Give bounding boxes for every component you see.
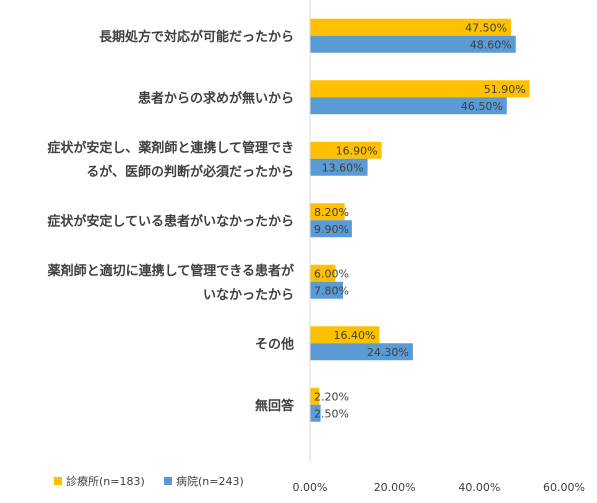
data-label: 2.50% bbox=[314, 407, 349, 420]
data-label: 6.00% bbox=[314, 267, 349, 280]
clinic-bar bbox=[310, 264, 336, 282]
data-label: 16.40% bbox=[333, 329, 375, 342]
data-labels: 47.50% 48.60% 51.90% 46.50% 16.90% 13.60% 8.20… bbox=[314, 21, 526, 420]
hospital-bar bbox=[310, 97, 507, 115]
legend: 診療所(n=183) 病院(n=243) bbox=[54, 474, 244, 488]
hospital-bar bbox=[310, 343, 413, 361]
x-tick-label: 0.00% bbox=[293, 481, 328, 494]
category-label: 症状が安定している患者がいなかったから bbox=[47, 213, 294, 229]
legend-swatch bbox=[164, 477, 172, 485]
data-label: 8.20% bbox=[314, 206, 349, 219]
hospital-bar bbox=[310, 158, 368, 176]
clinic-bar bbox=[310, 387, 320, 405]
data-label: 9.90% bbox=[314, 223, 349, 236]
data-label: 24.30% bbox=[367, 346, 409, 359]
category-label: 薬剤師と適切に連携して管理できる患者が bbox=[47, 263, 294, 279]
data-label: 7.80% bbox=[314, 284, 349, 297]
category-label: 長期処方で対応が可能だったから bbox=[99, 29, 294, 45]
x-axis-ticks: 0.00% 20.00% 40.00% 60.00% bbox=[293, 481, 585, 494]
category-label: 患者からの求めが無いから bbox=[138, 90, 294, 106]
x-tick-label: 20.00% bbox=[374, 481, 416, 494]
category-label: 無回答 bbox=[255, 398, 295, 414]
hospital-bar bbox=[310, 281, 344, 299]
category-labels: 長期処方で対応が可能だったから患者からの求めが無いから症状が安定し、薬剤師と連携… bbox=[47, 29, 295, 414]
data-label: 16.90% bbox=[336, 144, 378, 157]
clinic-bar bbox=[310, 18, 512, 36]
data-label: 46.50% bbox=[461, 100, 503, 113]
bars bbox=[310, 18, 530, 422]
hospital-bar bbox=[310, 35, 516, 53]
hospital-bar bbox=[310, 404, 321, 422]
x-tick-label: 40.00% bbox=[458, 481, 500, 494]
category-label: るが、医師の判断が必須だったから bbox=[86, 164, 294, 180]
data-label: 13.60% bbox=[322, 161, 364, 174]
clinic-bar bbox=[310, 80, 530, 98]
data-label: 47.50% bbox=[465, 21, 507, 34]
category-label: いなかったから bbox=[203, 288, 294, 303]
clinic-bar bbox=[310, 141, 382, 159]
data-label: 2.20% bbox=[314, 390, 349, 403]
clinic-bar bbox=[310, 203, 345, 221]
x-tick-label: 60.00% bbox=[543, 481, 585, 494]
legend-swatch bbox=[54, 477, 62, 485]
data-label: 48.60% bbox=[470, 38, 512, 51]
hospital-bar bbox=[310, 220, 352, 238]
legend-label: 病院(n=243) bbox=[176, 474, 244, 488]
category-label: その他 bbox=[255, 336, 294, 352]
legend-label: 診療所(n=183) bbox=[66, 474, 145, 488]
clinic-bar bbox=[310, 326, 380, 344]
data-label: 51.90% bbox=[484, 83, 526, 96]
category-label: 症状が安定し、薬剤師と連携して管理でき bbox=[47, 140, 294, 156]
